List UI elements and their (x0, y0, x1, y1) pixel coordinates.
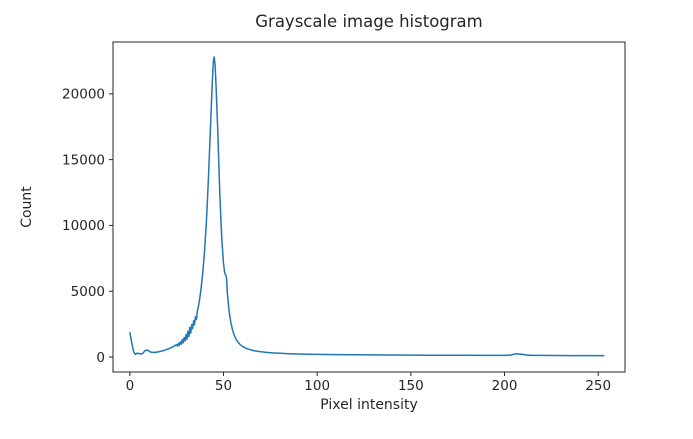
x-tick-label: 200 (492, 378, 518, 394)
y-tick-label: 10000 (62, 218, 105, 234)
x-tick-label: 0 (126, 378, 135, 394)
y-tick-label: 15000 (62, 152, 105, 168)
x-tick-label: 250 (585, 378, 611, 394)
y-tick-label: 5000 (71, 284, 105, 300)
plot-frame (112, 41, 626, 373)
y-tick-label: 20000 (62, 87, 105, 103)
x-tick-label: 50 (215, 378, 232, 394)
chart-title: Grayscale image histogram (255, 12, 483, 31)
y-axis-label: Count (19, 186, 35, 228)
axes-ticks: 0 50 100 150 200 250 0 5000 10000 15000 20000 (62, 87, 611, 394)
x-tick-label: 150 (398, 378, 424, 394)
x-tick-label: 100 (304, 378, 330, 394)
x-axis-label: Pixel intensity (320, 397, 418, 413)
y-tick-label: 0 (96, 350, 105, 366)
histogram-line (129, 56, 605, 357)
